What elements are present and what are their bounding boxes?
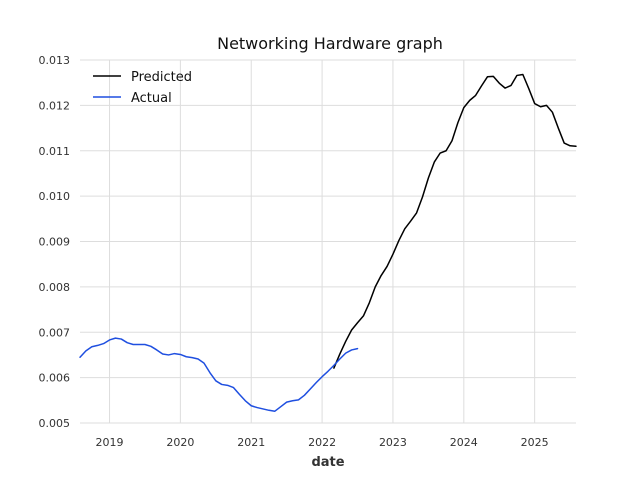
x-axis-label: date [311, 455, 344, 470]
y-tick-label: 0.008 [39, 281, 71, 294]
grid [80, 59, 576, 424]
y-tick-label: 0.009 [39, 236, 71, 249]
y-tick-label: 0.013 [39, 54, 71, 67]
y-tick-label: 0.007 [39, 326, 71, 339]
x-tick-label: 2025 [521, 436, 549, 449]
x-axis-tick-labels: 2019 2020 2021 2022 2023 2024 2025 [96, 436, 549, 449]
series-layer [79, 73, 577, 412]
series-line-actual [79, 337, 359, 412]
x-tick-label: 2021 [237, 436, 265, 449]
series-line-predicted [333, 73, 577, 369]
legend-label-predicted: Predicted [131, 70, 192, 85]
x-tick-label: 2022 [308, 436, 336, 449]
y-tick-label: 0.012 [39, 99, 71, 112]
y-tick-label: 0.006 [39, 372, 71, 385]
x-tick-label: 2019 [96, 436, 124, 449]
legend-label-actual: Actual [131, 91, 172, 106]
y-tick-label: 0.010 [39, 190, 71, 203]
y-axis-tick-labels: 0.005 0.006 0.007 0.008 0.009 0.010 0.011 0.012… [39, 54, 71, 430]
y-tick-label: 0.011 [39, 145, 71, 158]
chart-title: Networking Hardware graph [217, 34, 443, 53]
x-tick-label: 2023 [379, 436, 407, 449]
y-tick-label: 0.005 [39, 417, 71, 430]
x-tick-label: 2024 [450, 436, 478, 449]
x-tick-label: 2020 [166, 436, 194, 449]
legend: Predicted Actual [93, 70, 192, 106]
